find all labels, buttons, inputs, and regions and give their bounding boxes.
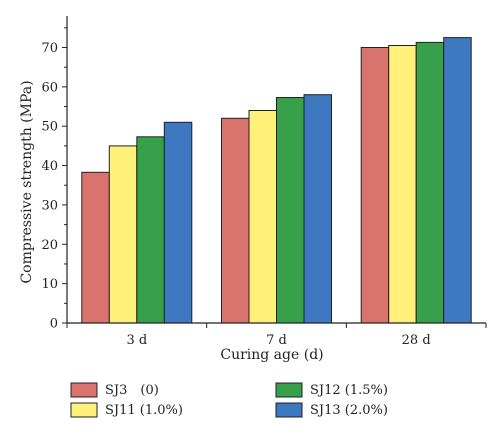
legend-label: SJ13 (2.0%) bbox=[310, 403, 388, 418]
legend-item-series-2: SJ11 (1.0%) bbox=[70, 402, 183, 418]
bar-3d-series-1 bbox=[81, 171, 110, 324]
legend: SJ3 (0) SJ12 (1.5%) SJ11 (1.0%) SJ13 (2.0%) bbox=[70, 382, 388, 418]
axes-group: 0 10 20 30 40 50 60 70 3 d 7 d 28 d bbox=[41, 16, 487, 348]
y-tick-label: 30 bbox=[41, 198, 58, 213]
bar-28d-series-3 bbox=[415, 41, 445, 324]
bar-7d-series-2 bbox=[248, 110, 277, 324]
y-tick-label: 60 bbox=[41, 80, 58, 95]
bar-3d-series-3 bbox=[136, 136, 165, 324]
y-axis-title: Compressive strength (MPa) bbox=[19, 80, 35, 283]
legend-swatch bbox=[275, 402, 303, 418]
y-tick-label: 0 bbox=[50, 317, 58, 332]
legend-label: SJ12 (1.5%) bbox=[310, 383, 388, 398]
legend-item-series-4: SJ13 (2.0%) bbox=[275, 402, 388, 418]
bar-3d-series-2 bbox=[108, 145, 138, 324]
bar-28d-series-1 bbox=[360, 47, 390, 324]
legend-swatch bbox=[70, 402, 98, 418]
y-tick-label: 40 bbox=[41, 159, 58, 174]
legend-swatch bbox=[275, 382, 303, 398]
x-tick-label: 7 d bbox=[266, 333, 287, 348]
x-axis-title: Curing age (d) bbox=[220, 347, 323, 363]
bar-7d-series-1 bbox=[221, 117, 250, 324]
x-tick-label: 28 d bbox=[402, 333, 431, 348]
legend-label: SJ11 (1.0%) bbox=[105, 403, 183, 418]
y-tick-label: 50 bbox=[41, 120, 58, 135]
legend-item-series-1: SJ3 (0) bbox=[70, 382, 159, 398]
legend-item-series-3: SJ12 (1.5%) bbox=[275, 382, 388, 398]
x-tick-label: 3 d bbox=[126, 333, 147, 348]
bar-28d-series-2 bbox=[388, 45, 417, 324]
bars-group bbox=[81, 37, 472, 324]
y-tick-label: 20 bbox=[41, 238, 58, 253]
legend-swatch bbox=[70, 382, 98, 398]
y-tick-label: 70 bbox=[41, 41, 58, 56]
bar-7d-series-3 bbox=[276, 97, 305, 324]
legend-label: SJ3 (0) bbox=[105, 383, 159, 398]
bar-3d-series-4 bbox=[163, 121, 193, 324]
bar-28d-series-4 bbox=[443, 37, 472, 324]
y-tick-label: 10 bbox=[41, 277, 58, 292]
bar-7d-series-4 bbox=[303, 94, 332, 324]
